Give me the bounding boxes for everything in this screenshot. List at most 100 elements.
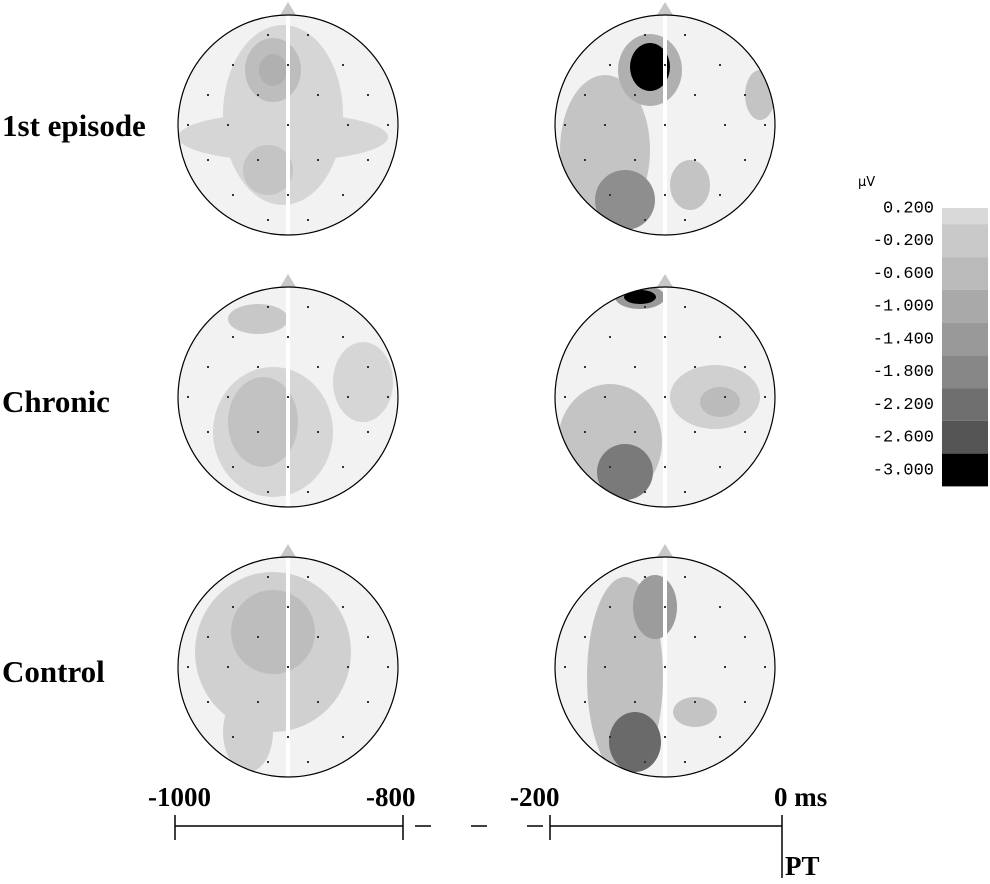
potential-region — [231, 590, 315, 674]
electrode — [317, 94, 319, 96]
electrode — [227, 666, 229, 668]
electrode — [684, 306, 686, 308]
electrode — [287, 336, 289, 338]
electrode — [257, 94, 259, 96]
electrode — [744, 636, 746, 638]
electrode — [564, 666, 566, 668]
electrode — [257, 636, 259, 638]
electrode — [367, 94, 369, 96]
electrode — [232, 736, 234, 738]
topomap — [554, 274, 776, 508]
electrode — [342, 606, 344, 608]
colorbar-tick-label: -3.000 — [873, 461, 934, 480]
colorbar-tick-label: -0.200 — [873, 232, 934, 251]
colorbar-unit: µV — [858, 175, 875, 190]
electrode — [664, 396, 666, 398]
electrode — [609, 736, 611, 738]
colorbar-band — [942, 224, 988, 258]
electrode — [232, 64, 234, 66]
potential-region — [609, 712, 661, 772]
time-axis — [174, 815, 783, 878]
potential-field — [213, 304, 393, 497]
electrode — [207, 431, 209, 433]
potential-field — [178, 25, 388, 205]
electrode — [307, 34, 309, 36]
electrode — [664, 666, 666, 668]
potential-region — [228, 304, 288, 334]
electrode — [267, 306, 269, 308]
electrode — [307, 219, 309, 221]
electrode — [232, 336, 234, 338]
electrode — [634, 636, 636, 638]
electrode — [719, 336, 721, 338]
electrode — [227, 396, 229, 398]
head-outline — [554, 556, 776, 778]
electrode — [644, 761, 646, 763]
electrode — [307, 491, 309, 493]
electrode — [307, 306, 309, 308]
electrode — [764, 124, 766, 126]
colorbar-tick-label: -2.600 — [873, 429, 934, 448]
time-label: -200 — [510, 782, 560, 812]
electrode — [584, 366, 586, 368]
electrode — [347, 396, 349, 398]
head-outline — [177, 14, 399, 236]
electrode — [764, 666, 766, 668]
potential-region — [700, 387, 740, 417]
potential-region — [333, 342, 393, 422]
electrode — [724, 666, 726, 668]
electrode — [257, 366, 259, 368]
electrode — [644, 306, 646, 308]
nose — [280, 274, 296, 287]
row-label: Control — [2, 654, 105, 689]
electrode — [287, 666, 289, 668]
electrode — [609, 606, 611, 608]
electrode — [634, 366, 636, 368]
electrode — [187, 396, 189, 398]
electrode — [267, 576, 269, 578]
head-outline — [177, 286, 399, 508]
electrode — [694, 431, 696, 433]
electrode — [232, 194, 234, 196]
electrode — [604, 396, 606, 398]
electrode — [287, 396, 289, 398]
electrode — [207, 159, 209, 161]
potential-region — [223, 692, 273, 772]
electrode — [744, 701, 746, 703]
electrode — [367, 701, 369, 703]
electrode — [609, 194, 611, 196]
colorbar-band — [942, 289, 988, 323]
electrode — [227, 124, 229, 126]
electrode — [664, 124, 666, 126]
electrode — [287, 124, 289, 126]
electrode — [684, 576, 686, 578]
electrode — [684, 219, 686, 221]
row-label: 1st episode — [2, 108, 146, 143]
electrode — [644, 491, 646, 493]
electrode — [719, 64, 721, 66]
time-label: -800 — [366, 782, 416, 812]
topomap — [554, 2, 776, 236]
head-outline — [177, 556, 399, 778]
electrode — [367, 636, 369, 638]
electrode — [664, 336, 666, 338]
electrode — [604, 124, 606, 126]
potential-region — [597, 444, 653, 500]
electrode — [764, 396, 766, 398]
electrode — [609, 336, 611, 338]
potential-region — [595, 170, 655, 230]
electrode — [257, 159, 259, 161]
electrode — [609, 64, 611, 66]
electrode — [584, 94, 586, 96]
nose — [280, 544, 296, 557]
electrode — [644, 34, 646, 36]
colorbar-band — [942, 257, 988, 290]
electrode — [724, 124, 726, 126]
colorbar-band — [942, 322, 988, 356]
potential-region — [178, 113, 388, 161]
electrode — [719, 736, 721, 738]
electrode — [232, 466, 234, 468]
colorbar-tick-label: -1.400 — [873, 330, 934, 349]
electrode — [644, 576, 646, 578]
electrode — [307, 761, 309, 763]
